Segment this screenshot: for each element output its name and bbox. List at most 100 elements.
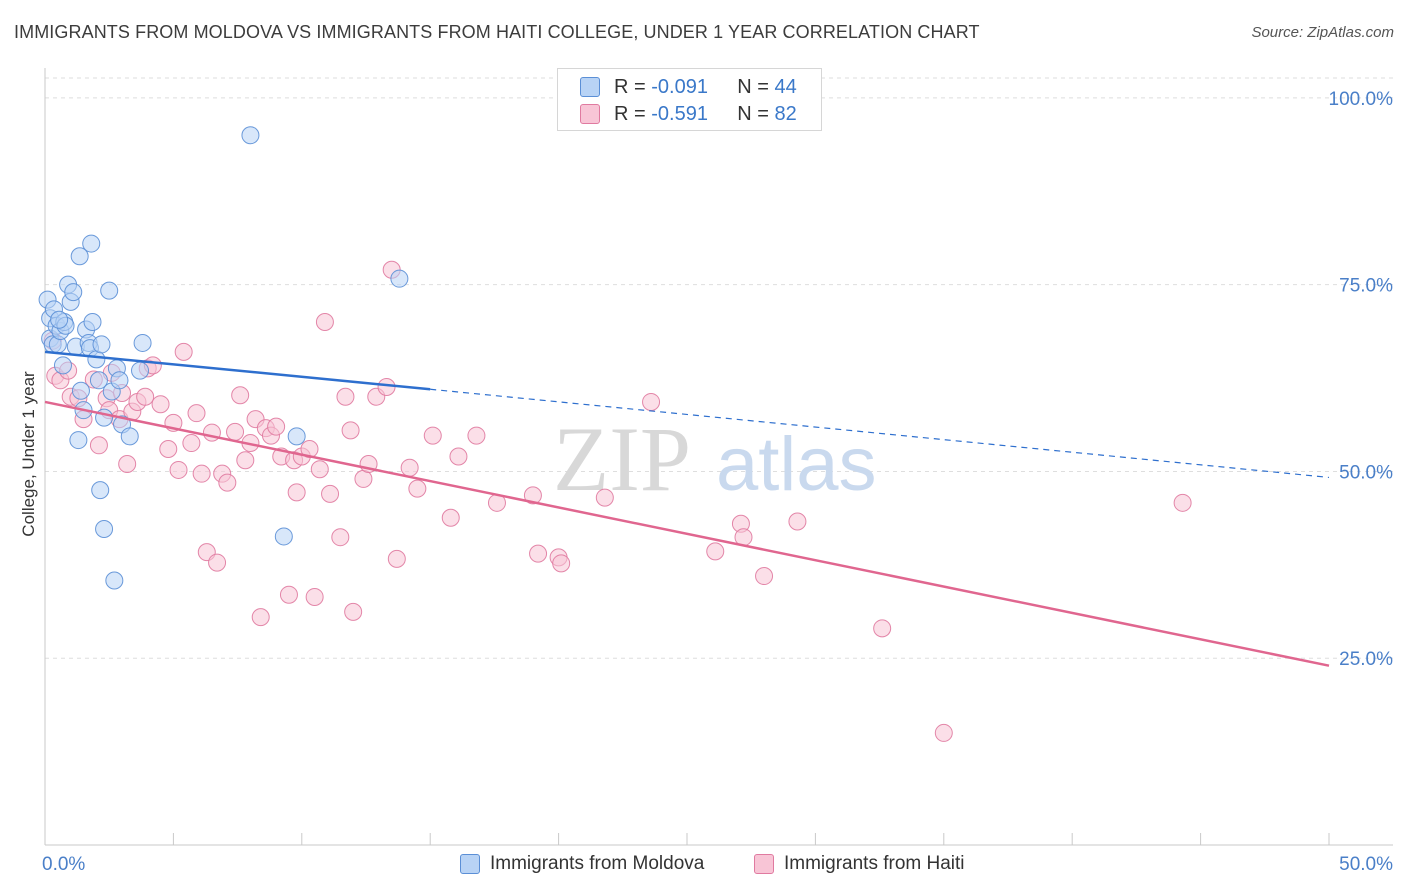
point-haiti-49 <box>310 460 329 479</box>
point-haiti-78 <box>755 567 774 586</box>
point-haiti-64 <box>423 426 442 445</box>
point-haiti-80 <box>873 619 892 638</box>
point-haiti-14 <box>118 454 137 473</box>
point-moldova-39 <box>274 527 293 546</box>
bottom-legend-haiti: Immigrants from Haiti <box>754 851 965 877</box>
bottom-legend-label-moldova: Immigrants from Moldova <box>490 853 705 874</box>
point-haiti-50 <box>315 313 334 332</box>
bottom-legend-swatch-moldova <box>460 854 480 874</box>
point-haiti-72 <box>552 554 571 573</box>
y-tick-label-1: 50.0% <box>1339 462 1393 483</box>
legend-n-label: N = <box>737 102 769 125</box>
x-ticks <box>44 833 1330 845</box>
bottom-legend-swatch-haiti <box>754 854 774 874</box>
point-moldova-43 <box>50 310 69 329</box>
point-haiti-66 <box>449 447 468 466</box>
point-moldova-13 <box>64 283 83 302</box>
y-tick-labels: 25.0% 50.0% 75.0% 100.0% <box>1329 89 1394 670</box>
legend-r-value-moldova: -0.091 <box>651 75 708 98</box>
point-moldova-33 <box>110 371 129 390</box>
point-haiti-17 <box>136 387 155 406</box>
point-haiti-82 <box>1173 493 1192 512</box>
point-haiti-38 <box>251 608 270 627</box>
point-haiti-59 <box>377 378 396 397</box>
series-haiti <box>43 260 1192 742</box>
point-moldova-28 <box>95 519 114 538</box>
point-haiti-55 <box>344 602 363 621</box>
point-moldova-17 <box>71 381 90 400</box>
point-haiti-41 <box>267 417 286 436</box>
point-haiti-62 <box>400 458 419 477</box>
point-haiti-24 <box>174 342 193 361</box>
x-tick-labels: 0.0% 50.0% <box>42 854 1393 875</box>
series-moldova <box>38 126 409 590</box>
point-haiti-30 <box>208 553 227 572</box>
axes <box>44 68 1393 846</box>
watermark-atlas: atlas <box>716 422 877 507</box>
point-moldova-40 <box>287 427 306 446</box>
point-haiti-56 <box>354 469 373 488</box>
point-haiti-20 <box>151 395 170 414</box>
legend: R = -0.091 N = 44 R = -0.591 N = 82 <box>557 68 822 131</box>
point-haiti-26 <box>187 404 206 423</box>
point-haiti-73 <box>595 488 614 507</box>
point-haiti-32 <box>218 473 237 492</box>
point-haiti-79 <box>788 512 807 531</box>
legend-r-value-haiti: -0.591 <box>651 102 708 125</box>
point-haiti-34 <box>231 386 250 405</box>
y-axis-title: College, Under 1 year <box>19 371 38 537</box>
point-haiti-48 <box>305 587 324 606</box>
point-moldova-38 <box>241 126 260 145</box>
trend-line-haiti <box>44 400 1330 667</box>
point-haiti-70 <box>529 544 548 563</box>
point-moldova-37 <box>133 333 152 352</box>
point-moldova-41 <box>390 269 409 288</box>
y-tick-label-3: 100.0% <box>1329 89 1394 110</box>
point-moldova-29 <box>100 281 119 300</box>
trend-line-moldova-extension <box>430 388 1330 479</box>
y-tick-label-0: 25.0% <box>1339 649 1393 670</box>
point-moldova-31 <box>105 571 124 590</box>
point-moldova-26 <box>91 481 110 500</box>
y-tick-label-2: 75.0% <box>1339 276 1393 297</box>
point-haiti-51 <box>321 484 340 503</box>
grid-lines <box>45 77 1393 659</box>
point-haiti-52 <box>331 528 350 547</box>
point-moldova-16 <box>70 247 89 266</box>
point-moldova-23 <box>83 313 102 332</box>
point-haiti-25 <box>182 434 201 453</box>
point-haiti-8 <box>89 436 108 455</box>
point-haiti-45 <box>287 483 306 502</box>
point-haiti-63 <box>408 479 427 498</box>
x-tick-label-max: 50.0% <box>1339 854 1393 875</box>
watermark: ZIP atlas <box>553 408 877 510</box>
point-moldova-36 <box>131 361 150 380</box>
legend-n-value-haiti: 82 <box>774 102 797 125</box>
legend-row-haiti: R = -0.591 N = 82 <box>580 101 797 127</box>
point-haiti-35 <box>236 451 255 470</box>
point-haiti-33 <box>226 422 245 441</box>
point-haiti-23 <box>169 460 188 479</box>
point-haiti-53 <box>336 387 355 406</box>
watermark-zip: ZIP <box>553 408 691 510</box>
legend-swatch-haiti <box>580 104 600 124</box>
point-haiti-21 <box>159 440 178 459</box>
point-haiti-69 <box>523 486 542 505</box>
trend-lines <box>44 350 1330 667</box>
legend-n-value-moldova: 44 <box>774 75 797 98</box>
legend-r-label: R = <box>614 102 646 125</box>
point-moldova-35 <box>120 427 139 446</box>
point-haiti-61 <box>387 549 406 568</box>
point-haiti-43 <box>279 585 298 604</box>
point-moldova-22 <box>82 234 101 253</box>
point-haiti-74 <box>642 392 661 411</box>
legend-n-label: N = <box>737 75 769 98</box>
point-moldova-25 <box>89 371 108 390</box>
point-haiti-65 <box>441 508 460 527</box>
bottom-legend-label-haiti: Immigrants from Haiti <box>784 853 965 874</box>
point-haiti-75 <box>706 542 725 561</box>
point-haiti-67 <box>467 426 486 445</box>
point-haiti-54 <box>341 421 360 440</box>
data-points <box>38 126 1192 742</box>
